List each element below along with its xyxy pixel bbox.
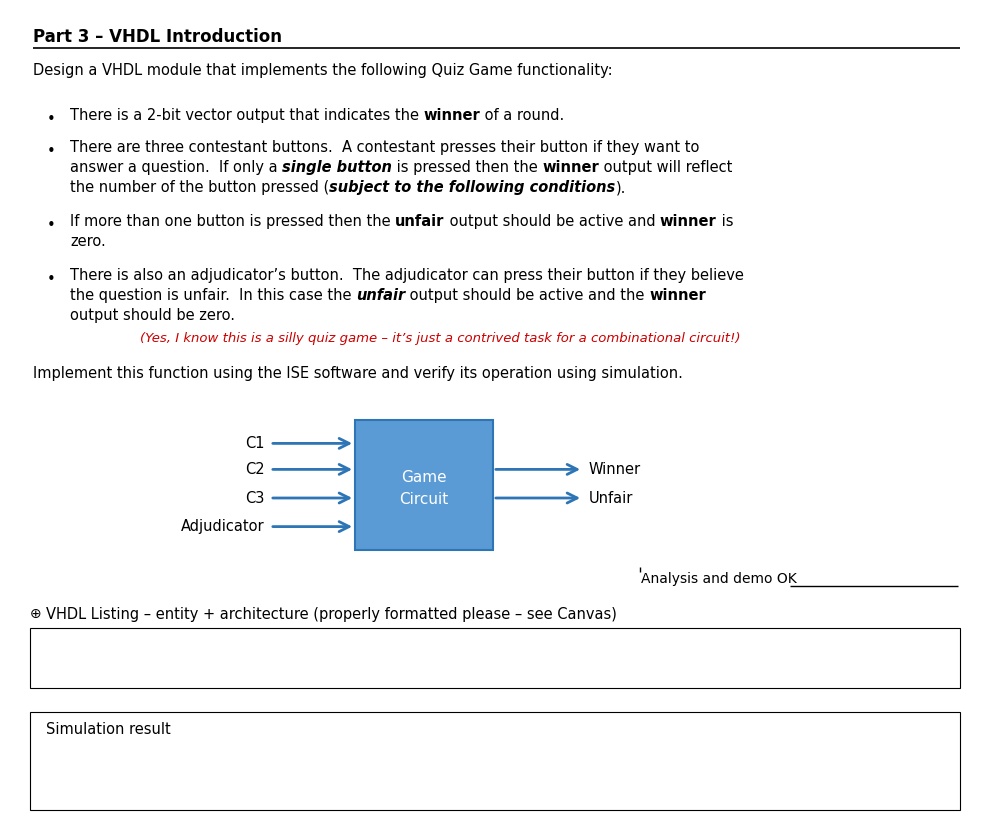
Text: the question is unfair.  In this case the: the question is unfair. In this case the (70, 288, 356, 303)
Text: Circuit: Circuit (399, 491, 448, 506)
Text: ).: ). (616, 180, 626, 195)
Text: output will reflect: output will reflect (599, 160, 733, 175)
Text: Unfair: Unfair (589, 491, 634, 505)
Text: subject to the following conditions: subject to the following conditions (330, 180, 616, 195)
Text: ⊕: ⊕ (30, 607, 42, 621)
Text: •: • (47, 272, 55, 287)
Text: Simulation result: Simulation result (46, 722, 170, 737)
Text: Design a VHDL module that implements the following Quiz Game functionality:: Design a VHDL module that implements the… (33, 63, 613, 78)
Text: C3: C3 (246, 491, 265, 505)
Text: answer a question.  If only a: answer a question. If only a (70, 160, 282, 175)
Text: Adjudicator: Adjudicator (181, 519, 265, 534)
Text: •: • (47, 218, 55, 233)
Text: winner: winner (424, 108, 480, 123)
Text: C2: C2 (246, 462, 265, 477)
Bar (30, 628, 960, 688)
Text: •: • (47, 144, 55, 159)
Text: output should be active and the: output should be active and the (405, 288, 649, 303)
Text: output should be active and: output should be active and (445, 214, 660, 229)
Text: zero.: zero. (70, 234, 106, 249)
Text: Part 3 – VHDL Introduction: Part 3 – VHDL Introduction (33, 28, 282, 46)
Text: the number of the button pressed (: the number of the button pressed ( (70, 180, 330, 195)
Text: unfair: unfair (395, 214, 445, 229)
Text: If more than one button is pressed then the: If more than one button is pressed then … (70, 214, 395, 229)
Text: unfair: unfair (356, 288, 405, 303)
Text: is: is (717, 214, 734, 229)
Text: There are three contestant buttons.  A contestant presses their button if they w: There are three contestant buttons. A co… (70, 140, 699, 155)
Text: (Yes, I know this is a silly quiz game – it’s just a contrived task for a combin: (Yes, I know this is a silly quiz game –… (140, 332, 741, 345)
Text: There is a 2-bit vector output that indicates the: There is a 2-bit vector output that indi… (70, 108, 424, 123)
Text: C1: C1 (246, 436, 265, 451)
Bar (355, 420, 493, 550)
Text: Game: Game (401, 469, 446, 485)
Text: Implement this function using the ISE software and verify its operation using si: Implement this function using the ISE so… (33, 366, 683, 381)
Text: VHDL Listing – entity + architecture (properly formatted please – see Canvas): VHDL Listing – entity + architecture (pr… (46, 607, 617, 622)
Text: is pressed then the: is pressed then the (392, 160, 543, 175)
Text: winner: winner (543, 160, 599, 175)
Text: of a round.: of a round. (480, 108, 564, 123)
Text: Winner: Winner (589, 462, 642, 477)
Text: single button: single button (282, 160, 392, 175)
Bar (30, 712, 960, 810)
Text: winner: winner (660, 214, 717, 229)
Text: winner: winner (649, 288, 706, 303)
Text: •: • (47, 112, 55, 127)
Text: There is also an adjudicator’s button.  The adjudicator can press their button i: There is also an adjudicator’s button. T… (70, 268, 743, 283)
Text: output should be zero.: output should be zero. (70, 308, 235, 323)
Text: Analysis and demo OK: Analysis and demo OK (641, 572, 801, 586)
